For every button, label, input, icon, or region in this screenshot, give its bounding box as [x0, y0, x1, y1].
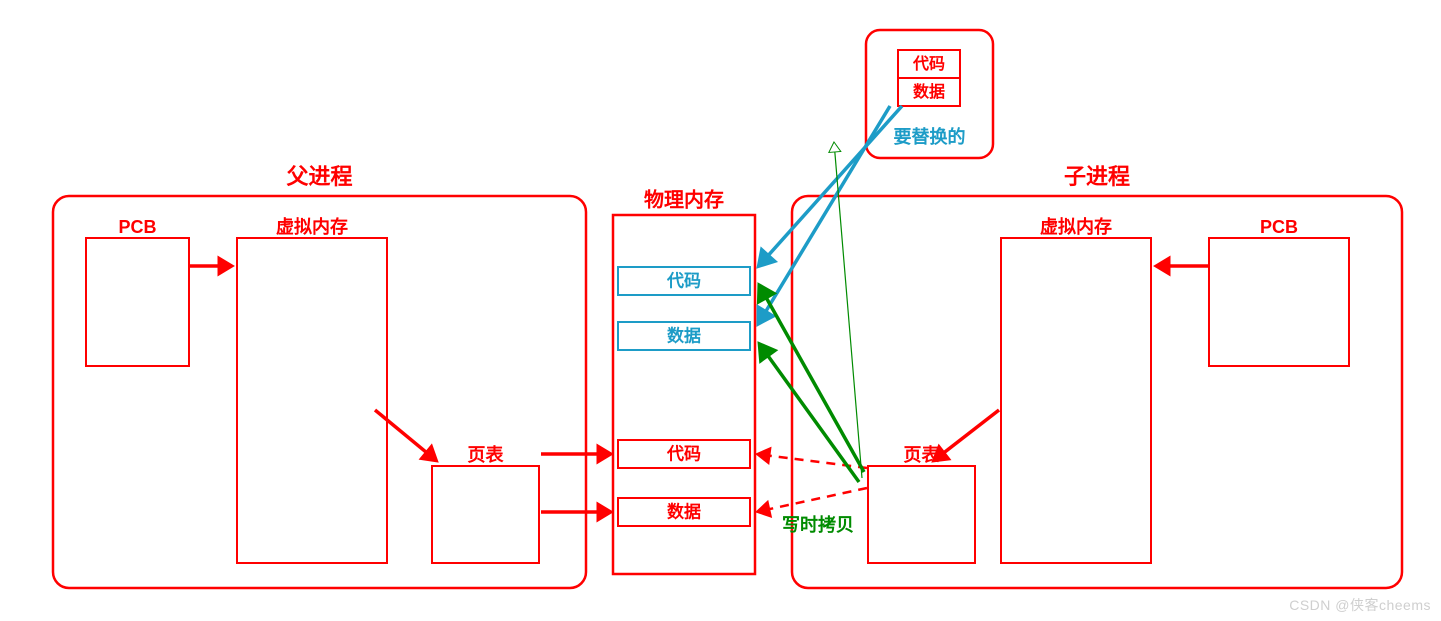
parent-vmem: [237, 238, 387, 563]
arrow-green-thick-1-head: [758, 342, 777, 363]
physmem-cell-label-0: 代码: [666, 270, 701, 290]
arrow-red-dashed-1: [768, 488, 867, 509]
arrow-green-thick-1: [767, 355, 859, 482]
arrow-red-3: [943, 410, 999, 453]
arrow-red-4-head: [597, 444, 613, 463]
watermark: CSDN @侠客cheems: [1289, 595, 1431, 615]
child-title: 子进程: [1064, 164, 1130, 189]
physmem-cell-label-2: 代码: [666, 443, 701, 463]
parent-pcb: [86, 238, 189, 366]
child-pcb: [1209, 238, 1349, 366]
child-ptable: [868, 466, 975, 563]
physmem-cell-label-3: 数据: [667, 501, 701, 521]
arrow-green-thin-0-head: [829, 142, 841, 152]
child-vmem-label: 虚拟内存: [1040, 216, 1112, 237]
arrow-blue-0: [768, 106, 902, 256]
physmem-cell-label-1: 数据: [667, 325, 701, 345]
parent-ptable-label: 页表: [468, 444, 505, 465]
parent-title: 父进程: [286, 164, 352, 189]
child-vmem: [1001, 238, 1151, 563]
arrow-red-0-head: [218, 256, 234, 275]
arrow-red-dashed-0-head: [756, 447, 771, 464]
cow-label: 写时拷贝: [782, 515, 854, 535]
parent-container: [53, 196, 586, 588]
arrow-red-dashed-0: [769, 456, 867, 468]
replacement-cell-label-1: 数据: [913, 82, 945, 101]
arrow-red-2: [375, 410, 427, 453]
parent-pcb-label: PCB: [118, 217, 156, 237]
parent-ptable: [432, 466, 539, 563]
replacement-label: 要替换的: [894, 126, 966, 147]
parent-vmem-label: 虚拟内存: [276, 216, 348, 237]
diagram-canvas: 父进程PCB虚拟内存页表子进程PCB虚拟内存页表物理内存代码数据代码数据代码数据…: [0, 0, 1441, 621]
arrow-red-5-head: [597, 502, 613, 521]
arrow-blue-1: [765, 106, 890, 312]
replacement-cell-label-0: 代码: [912, 54, 945, 73]
arrow-red-dashed-1-head: [756, 501, 771, 517]
child-container: [792, 196, 1402, 588]
arrow-red-1-head: [1154, 256, 1170, 275]
child-pcb-label: PCB: [1260, 217, 1298, 237]
physmem-title: 物理内存: [644, 187, 724, 211]
